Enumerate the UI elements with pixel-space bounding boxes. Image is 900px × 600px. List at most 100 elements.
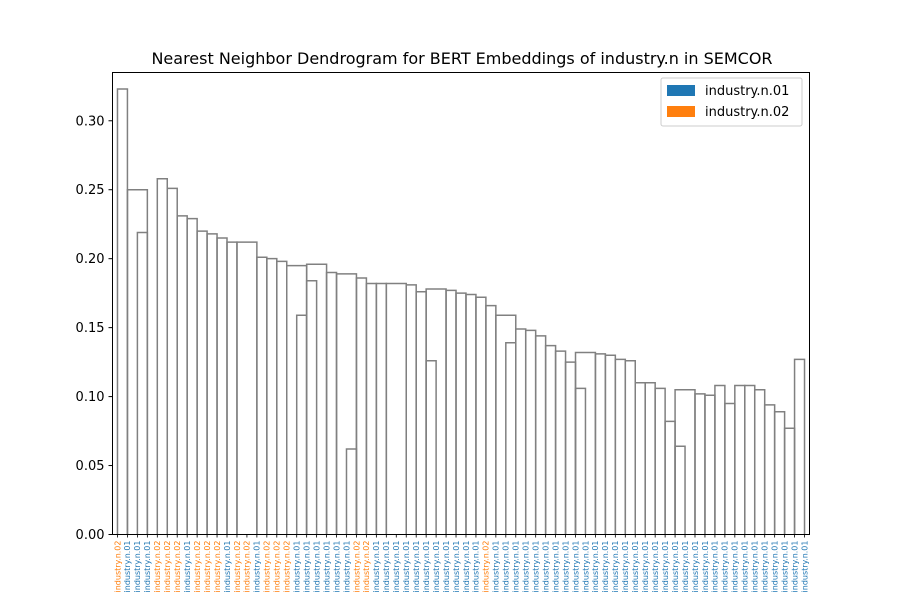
leaf-label: industry.n.01 (402, 541, 411, 593)
dendrogram-link (206, 233, 218, 535)
leaf-label: industry.n.01 (462, 541, 471, 593)
legend-box (660, 77, 803, 127)
y-tick-label: 0.15 (76, 321, 105, 336)
leaf-label: industry.n.01 (741, 541, 750, 593)
dendrogram-link (236, 241, 258, 535)
leaf-label: industry.n.01 (302, 541, 311, 593)
leaf-label: industry.n.01 (551, 541, 560, 593)
leaf-label: industry.n.01 (770, 541, 779, 593)
leaf-label: industry.n.01 (412, 541, 421, 593)
dendrogram-link (763, 404, 776, 535)
dendrogram-link (515, 328, 527, 535)
leaf-label: industry.n.01 (322, 541, 331, 593)
leaf-label: industry.n.01 (332, 541, 341, 593)
leaf-label: industry.n.02 (243, 541, 252, 593)
leaf-label: industry.n.01 (422, 541, 431, 593)
dendrogram-links (116, 88, 806, 535)
leaf-label: industry.n.01 (342, 541, 351, 593)
dendrogram-link (753, 388, 766, 535)
y-axis: 0.00 0.05 0.10 0.15 0.20 0.25 0.30 (76, 114, 113, 543)
dendrogram-link (465, 293, 477, 535)
leaf-label: industry.n.02 (482, 541, 491, 593)
dendrogram-link (375, 282, 388, 535)
leaf-label: industry.n.02 (233, 541, 242, 593)
dendrogram-link (714, 384, 726, 535)
leaf-label: industry.n.02 (283, 541, 292, 593)
dendrogram-link (405, 284, 417, 535)
leaf-label: industry.n.01 (751, 541, 760, 593)
leaf-label: industry.n.01 (512, 541, 521, 593)
legend-swatch-industry-n-02 (667, 106, 695, 117)
leaf-label: industry.n.02 (273, 541, 282, 593)
dendrogram-link (744, 384, 756, 535)
dendrogram-link (644, 382, 656, 535)
leaf-label: industry.n.01 (661, 541, 670, 593)
dendrogram-link (604, 354, 617, 535)
dendrogram-link (425, 359, 437, 535)
legend: industry.n.01 industry.n.02 (660, 77, 803, 127)
legend-swatch-industry-n-01 (667, 85, 695, 96)
dendrogram-link (166, 187, 178, 535)
y-tick-label: 0.30 (76, 114, 105, 129)
leaf-label: industry.n.01 (571, 541, 580, 593)
y-tick-label: 0.05 (76, 459, 105, 474)
dendrogram-link (256, 256, 268, 535)
leaf-label: industry.n.01 (432, 541, 441, 593)
dendrogram-link (226, 241, 238, 535)
leaf-label: industry.n.01 (392, 541, 401, 593)
dendrogram-link (654, 387, 666, 535)
leaf-label: industry.n.01 (183, 541, 192, 593)
leaf-label: industry.n.01 (691, 541, 700, 593)
leaf-label: industry.n.01 (442, 541, 451, 593)
leaf-label: industry.n.01 (502, 541, 511, 593)
y-tick-label: 0.00 (76, 528, 105, 543)
leaf-label: industry.n.02 (352, 541, 361, 593)
leaf-label: industry.n.01 (611, 541, 620, 593)
dendrogram-link (365, 282, 378, 535)
leaf-label: industry.n.01 (522, 541, 531, 593)
dendrogram-link (704, 394, 716, 535)
dendrogram-link (216, 237, 228, 535)
leaf-label: industry.n.02 (213, 541, 222, 593)
dendrogram-link (305, 279, 318, 535)
dendrogram-link (664, 420, 676, 535)
dendrogram-link (196, 230, 208, 535)
dendrogram-link (276, 260, 288, 535)
leaf-label: industry.n.01 (641, 541, 650, 593)
legend-label-industry-n-01: industry.n.01 (705, 84, 789, 99)
y-tick-label: 0.20 (76, 252, 105, 267)
dendrogram-link (385, 282, 407, 535)
leaf-label: industry.n.01 (601, 541, 610, 593)
dendrogram-link (554, 350, 567, 535)
leaf-label: industry.n.02 (263, 541, 272, 593)
dendrogram-link (524, 329, 537, 535)
dendrogram-link (773, 411, 786, 535)
leaf-label: industry.n.02 (113, 541, 122, 593)
dendrogram-link (266, 257, 278, 535)
dendrogram-link (544, 344, 557, 535)
leaf-label: industry.n.02 (153, 541, 162, 593)
leaf-label: industry.n.02 (163, 541, 172, 593)
dendrogram-link (674, 445, 686, 535)
leaf-label: industry.n.01 (123, 541, 132, 593)
leaf-label: industry.n.01 (372, 541, 381, 593)
leaf-label: industry.n.01 (382, 541, 391, 593)
dendrogram-link (564, 361, 577, 535)
dendrogram-link (734, 384, 746, 535)
dendrogram-link (345, 448, 358, 535)
dendrogram-link (505, 342, 517, 535)
leaf-label: industry.n.01 (143, 541, 152, 593)
leaf-label: industry.n.01 (621, 541, 630, 593)
dendrogram-link (325, 271, 338, 535)
y-tick-label: 0.25 (76, 183, 105, 198)
legend-label-industry-n-02: industry.n.02 (705, 105, 789, 120)
dendrogram-link (116, 88, 129, 535)
dendrogram-link (475, 296, 487, 535)
dendrogram-link (156, 177, 169, 535)
leaf-label: industry.n.01 (492, 541, 501, 593)
leaf-label: industry.n.02 (362, 541, 371, 593)
leaf-label: industry.n.01 (591, 541, 600, 593)
y-tick-label: 0.10 (76, 390, 105, 405)
dendrogram-link (534, 335, 547, 535)
